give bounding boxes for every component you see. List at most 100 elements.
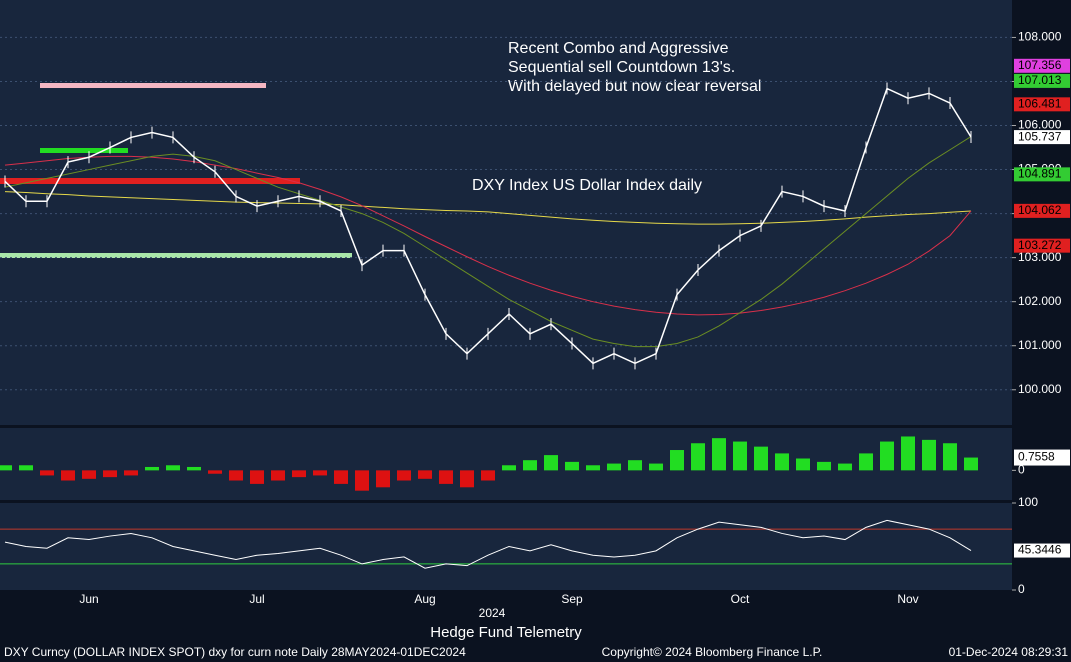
y-tick-label: 0 (1018, 463, 1025, 477)
bar (250, 470, 264, 484)
chart-title: DXY Index US Dollar Index daily (472, 177, 702, 194)
bar (607, 463, 621, 471)
bar (775, 453, 789, 471)
series-line (4, 519, 972, 569)
x-tick-label: Jun (79, 592, 98, 606)
level-bar (40, 148, 128, 153)
brand: Hedge Fund Telemetry (430, 624, 582, 641)
bar (817, 461, 831, 471)
bar (313, 470, 327, 476)
bar (271, 470, 285, 481)
bar (229, 470, 243, 481)
y-tick-label: 106.000 (1018, 118, 1062, 132)
annotation: Sequential sell Countdown 13's. (508, 59, 735, 76)
bar (628, 460, 642, 471)
bar (838, 463, 852, 471)
annotation: Recent Combo and Aggressive (508, 40, 729, 57)
bar (544, 455, 558, 471)
bar (964, 457, 978, 471)
bar (880, 441, 894, 471)
x-tick-label: Jul (249, 592, 264, 606)
bar (19, 465, 33, 471)
bar (523, 460, 537, 471)
bar (733, 441, 747, 471)
bar (649, 463, 663, 471)
value-tag (1014, 130, 1070, 145)
value-tag-label: 45.3446 (1018, 543, 1062, 557)
value-tag-label: 107.356 (1018, 58, 1062, 72)
price-panel (0, 0, 1012, 425)
bar (712, 438, 726, 471)
footer-center: Copyright© 2024 Bloomberg Finance L.P. (602, 645, 823, 659)
series-line (4, 155, 972, 316)
rsi-panel (0, 503, 1012, 590)
bar (418, 470, 432, 479)
bar (208, 470, 222, 474)
bar (502, 465, 516, 471)
y-tick-label: 100.000 (1018, 382, 1062, 396)
bar (40, 470, 54, 476)
y-tick-label: 103.000 (1018, 250, 1062, 264)
bar (355, 470, 369, 491)
y-tick-label: 101.000 (1018, 338, 1062, 352)
value-tag-label: 104.062 (1018, 203, 1062, 217)
bar (0, 465, 12, 471)
x-tick-label: Nov (897, 592, 918, 606)
footer-right: 01-Dec-2024 08:29:31 (949, 645, 1069, 659)
bar (124, 470, 138, 476)
bar (61, 470, 75, 481)
value-tag (1014, 203, 1070, 218)
value-tag (1014, 167, 1070, 182)
value-tag-label: 106.481 (1018, 97, 1062, 111)
bar (670, 450, 684, 471)
x-tick-label: Aug (414, 592, 435, 606)
series-line (4, 191, 972, 225)
bar (187, 466, 201, 471)
bar (166, 465, 180, 471)
value-tag (1014, 238, 1070, 253)
bar (334, 470, 348, 484)
bar (439, 470, 453, 484)
bar (460, 470, 474, 488)
value-tag-label: 104.891 (1018, 167, 1062, 181)
bar (943, 443, 957, 471)
bar (145, 466, 159, 471)
bar (103, 470, 117, 478)
x-axis-label: 2024 (479, 606, 506, 620)
bar (691, 443, 705, 471)
bar (376, 470, 390, 488)
bar (796, 458, 810, 471)
bar (481, 470, 495, 481)
value-tag-label: 0.7558 (1018, 450, 1055, 464)
series-line (4, 136, 972, 348)
x-tick-label: Sep (561, 592, 583, 606)
bar (754, 446, 768, 471)
bar (922, 439, 936, 471)
y-tick-label: 0 (1018, 582, 1025, 596)
bar (565, 461, 579, 471)
value-tag (1014, 58, 1070, 73)
bar (859, 453, 873, 471)
level-bar (40, 83, 266, 88)
value-tag (1014, 73, 1070, 88)
value-tag-label: 107.013 (1018, 73, 1062, 87)
value-tag (1014, 449, 1070, 466)
value-tag (1014, 97, 1070, 112)
footer-left: DXY Curncy (DOLLAR INDEX SPOT) dxy for c… (4, 645, 466, 659)
level-bar (0, 253, 352, 258)
y-tick-label: 102.000 (1018, 294, 1062, 308)
x-tick-label: Oct (731, 592, 750, 606)
y-tick-label: 108.000 (1018, 30, 1062, 44)
bar (586, 465, 600, 471)
value-tag (1014, 543, 1070, 558)
y-tick-label: 100 (1018, 495, 1038, 509)
value-tag-label: 103.272 (1018, 238, 1062, 252)
bar (397, 470, 411, 481)
bar (901, 436, 915, 471)
annotation: With delayed but now clear reversal (508, 78, 761, 95)
bar (292, 470, 306, 478)
value-tag-label: 105.737 (1018, 129, 1062, 143)
level-bar (0, 178, 300, 184)
bar (82, 470, 96, 479)
